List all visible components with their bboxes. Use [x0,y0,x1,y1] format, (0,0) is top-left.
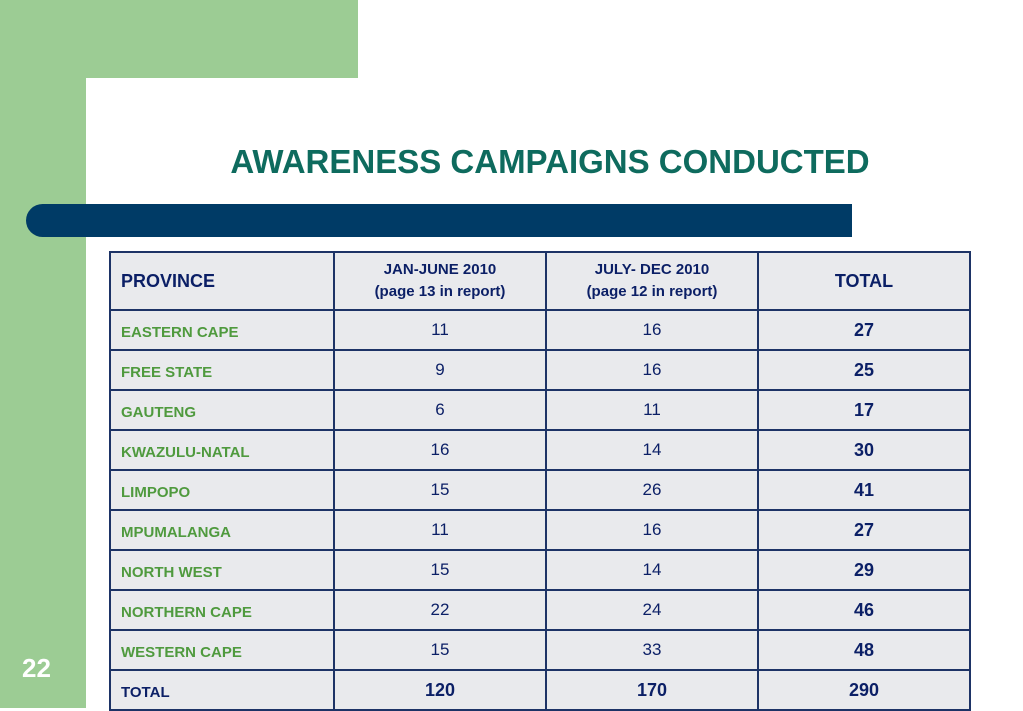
table-body: EASTERN CAPE 11 16 27 FREE STATE 9 16 25 GAUTENG… [109,309,971,711]
july-dec-cell: 170 [545,669,759,711]
july-dec-cell: 16 [545,509,759,551]
july-dec-cell: 26 [545,469,759,511]
table-row: NORTHERN CAPE 22 24 46 [109,589,971,631]
jan-june-cell: 16 [333,429,547,471]
province-cell: NORTHERN CAPE [109,589,335,631]
total-cell: 48 [757,629,971,671]
total-cell: 27 [757,309,971,351]
total-cell: 290 [757,669,971,711]
province-cell: WESTERN CAPE [109,629,335,671]
table-row: LIMPOPO 15 26 41 [109,469,971,511]
header-jan-june: JAN-JUNE 2010 (page 13 in report) [333,251,547,311]
jan-june-cell: 11 [333,309,547,351]
july-dec-cell: 16 [545,349,759,391]
total-cell: 29 [757,549,971,591]
total-cell: 25 [757,349,971,391]
table-row: FREE STATE 9 16 25 [109,349,971,391]
jan-june-cell: 11 [333,509,547,551]
july-dec-cell: 14 [545,549,759,591]
header-jan-june-line2: (page 13 in report) [374,283,506,300]
header-jan-june-line1: JAN-JUNE 2010 [383,261,497,278]
jan-june-cell: 15 [333,629,547,671]
july-dec-cell: 16 [545,309,759,351]
province-cell: NORTH WEST [109,549,335,591]
jan-june-cell: 15 [333,549,547,591]
province-cell: TOTAL [109,669,335,711]
total-cell: 17 [757,389,971,431]
header-july-dec-line2: (page 12 in report) [586,283,718,300]
province-cell: KWAZULU-NATAL [109,429,335,471]
top-green-band [0,0,358,78]
table-row: WESTERN CAPE 15 33 48 [109,629,971,671]
july-dec-cell: 24 [545,589,759,631]
july-dec-cell: 11 [545,389,759,431]
total-cell: 46 [757,589,971,631]
table-total-row: TOTAL 120 170 290 [109,669,971,711]
jan-june-cell: 22 [333,589,547,631]
table-row: MPUMALANGA 11 16 27 [109,509,971,551]
header-total: TOTAL [757,251,971,311]
july-dec-cell: 33 [545,629,759,671]
table-row: KWAZULU-NATAL 16 14 30 [109,429,971,471]
province-cell: EASTERN CAPE [109,309,335,351]
slide-title: AWARENESS CAMPAIGNS CONDUCTED [230,143,870,180]
total-cell: 41 [757,469,971,511]
jan-june-cell: 9 [333,349,547,391]
province-cell: GAUTENG [109,389,335,431]
province-cell: MPUMALANGA [109,509,335,551]
header-province: PROVINCE [109,251,335,311]
july-dec-cell: 14 [545,429,759,471]
header-july-dec-line1: JULY- DEC 2010 [594,261,710,278]
header-july-dec: JULY- DEC 2010 (page 12 in report) [545,251,759,311]
province-cell: LIMPOPO [109,469,335,511]
page-number: 22 [22,653,51,683]
table-header-row: PROVINCE JAN-JUNE 2010 (page 13 in repor… [109,251,971,311]
table-row: NORTH WEST 15 14 29 [109,549,971,591]
jan-june-cell: 15 [333,469,547,511]
province-cell: FREE STATE [109,349,335,391]
total-cell: 30 [757,429,971,471]
campaigns-table: PROVINCE JAN-JUNE 2010 (page 13 in repor… [109,251,971,711]
table-row: GAUTENG 6 11 17 [109,389,971,431]
title-underline-bar [26,204,852,237]
jan-june-cell: 6 [333,389,547,431]
table-row: EASTERN CAPE 11 16 27 [109,309,971,351]
left-green-band [0,0,86,708]
total-cell: 27 [757,509,971,551]
jan-june-cell: 120 [333,669,547,711]
